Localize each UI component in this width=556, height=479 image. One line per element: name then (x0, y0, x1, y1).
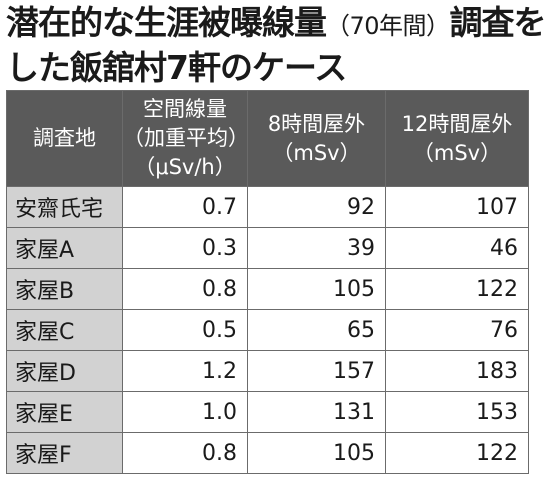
cell-outdoor-8h: 65 (247, 309, 386, 351)
cell-outdoor-8h: 131 (247, 391, 386, 433)
table-row: 家屋A 0.3 39 46 (6, 227, 529, 269)
cell-dose-rate: 0.7 (122, 186, 248, 228)
header-outdoor-12h: 12時間屋外 （mSv） (385, 90, 529, 187)
cell-dose-rate: 1.0 (122, 391, 248, 433)
table-row: 家屋F 0.8 105 122 (6, 432, 529, 474)
cell-outdoor-8h: 157 (247, 350, 386, 392)
header-line: 8時間屋外 (267, 111, 366, 136)
cell-dose-rate: 0.3 (122, 227, 248, 269)
header-line: （加重平均） (123, 126, 249, 150)
page-title: 潜在的な生涯被曝線量（70年間）調査を した飯舘村7軒のケース (6, 2, 554, 88)
cell-outdoor-12h: 183 (385, 350, 529, 392)
cell-outdoor-8h: 105 (247, 268, 386, 310)
cell-location: 家屋E (6, 391, 123, 433)
table-row: 安齋氏宅 0.7 92 107 (6, 186, 529, 228)
cell-outdoor-12h: 153 (385, 391, 529, 433)
cell-location: 家屋F (6, 432, 123, 474)
table-row: 家屋C 0.5 65 76 (6, 309, 529, 351)
header-line: 空間線量 (143, 97, 227, 121)
table-row: 家屋B 0.8 105 122 (6, 268, 529, 310)
cell-outdoor-12h: 122 (385, 432, 529, 474)
cell-dose-rate: 0.5 (122, 309, 248, 351)
dose-table: 調査地 空間線量 （加重平均） （μSv/h） 8時間屋外 （mSv） 12時間… (6, 90, 529, 474)
header-outdoor-8h: 8時間屋外 （mSv） (247, 90, 386, 187)
cell-location: 安齋氏宅 (6, 186, 123, 228)
cell-location: 家屋B (6, 268, 123, 310)
header-line: （μSv/h） (134, 155, 236, 179)
cell-dose-rate: 0.8 (122, 432, 248, 474)
cell-outdoor-12h: 76 (385, 309, 529, 351)
header-location: 調査地 (6, 90, 123, 187)
title-line-2: した飯舘村7軒のケース (6, 48, 347, 87)
table-header: 調査地 空間線量 （加重平均） （μSv/h） 8時間屋外 （mSv） 12時間… (6, 90, 529, 187)
title-main: 潜在的な生涯被曝線量 (6, 3, 327, 42)
dose-table-container: 調査地 空間線量 （加重平均） （μSv/h） 8時間屋外 （mSv） 12時間… (6, 90, 529, 474)
table-body: 安齋氏宅 0.7 92 107 家屋A 0.3 39 46 家屋B 0.8 10… (6, 186, 529, 474)
header-line: （mSv） (272, 140, 361, 165)
cell-dose-rate: 0.8 (122, 268, 248, 310)
header-line: 12時間屋外 (401, 111, 513, 136)
title-suffix: 調査を (449, 3, 547, 42)
cell-outdoor-12h: 107 (385, 186, 529, 228)
header-row: 調査地 空間線量 （加重平均） （μSv/h） 8時間屋外 （mSv） 12時間… (6, 90, 529, 187)
title-period: （70年間） (326, 12, 450, 40)
cell-location: 家屋D (6, 350, 123, 392)
cell-outdoor-12h: 122 (385, 268, 529, 310)
cell-outdoor-12h: 46 (385, 227, 529, 269)
header-dose-rate: 空間線量 （加重平均） （μSv/h） (122, 90, 249, 187)
table-row: 家屋E 1.0 131 153 (6, 391, 529, 433)
cell-location: 家屋C (6, 309, 123, 351)
table-row: 家屋D 1.2 157 183 (6, 350, 529, 392)
title-line-1: 潜在的な生涯被曝線量（70年間）調査を (6, 2, 554, 47)
cell-dose-rate: 1.2 (122, 350, 248, 392)
cell-outdoor-8h: 105 (247, 432, 386, 474)
cell-location: 家屋A (6, 227, 123, 269)
cell-outdoor-8h: 39 (247, 227, 386, 269)
header-line: 調査地 (33, 126, 96, 150)
cell-outdoor-8h: 92 (247, 186, 386, 228)
header-line: （mSv） (412, 140, 502, 165)
